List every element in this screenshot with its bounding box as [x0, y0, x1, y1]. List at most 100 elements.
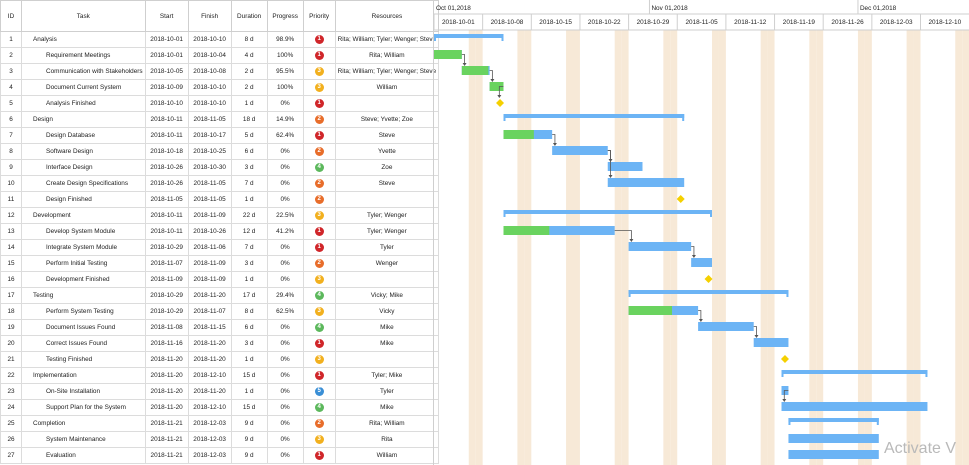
- cell-start[interactable]: 2018-10-29: [144, 239, 189, 256]
- table-row[interactable]: 18 Perform System Testing 2018-10-29 2018-1…: [0, 303, 440, 320]
- cell-start[interactable]: 2018-11-20: [144, 351, 189, 368]
- task-bar[interactable]: [788, 434, 879, 443]
- cell-task-name[interactable]: Perform Initial Testing: [21, 255, 146, 272]
- task-bar[interactable]: [552, 146, 608, 155]
- cell-task-name[interactable]: Completion: [21, 415, 146, 432]
- cell-priority[interactable]: 4: [302, 287, 336, 304]
- cell-priority[interactable]: 3: [302, 351, 336, 368]
- cell-resources[interactable]: Steve; Yvette; Zoe: [334, 111, 440, 128]
- cell-progress[interactable]: 62.4%: [266, 127, 304, 144]
- cell-resources[interactable]: Vicky: [334, 303, 440, 320]
- cell-progress[interactable]: 95.5%: [266, 63, 304, 80]
- cell-priority[interactable]: 3: [302, 303, 336, 320]
- cell-finish[interactable]: 2018-10-10: [187, 31, 232, 48]
- cell-finish[interactable]: 2018-12-10: [187, 367, 232, 384]
- cell-start[interactable]: 2018-10-18: [144, 143, 189, 160]
- milestone-marker[interactable]: [676, 195, 685, 203]
- cell-finish[interactable]: 2018-10-30: [187, 159, 232, 176]
- cell-resources[interactable]: Tyler: [334, 239, 440, 256]
- cell-task-name[interactable]: Support Plan for the System: [21, 399, 146, 416]
- col-header-duration[interactable]: Duration: [230, 0, 268, 32]
- cell-finish[interactable]: 2018-11-05: [187, 175, 232, 192]
- cell-id[interactable]: 10: [0, 175, 22, 192]
- cell-task-name[interactable]: Analysis Finished: [21, 95, 146, 112]
- cell-progress[interactable]: 98.9%: [266, 31, 304, 48]
- cell-duration[interactable]: 9 d: [230, 415, 268, 432]
- cell-id[interactable]: 22: [0, 367, 22, 384]
- cell-start[interactable]: 2018-11-07: [144, 255, 189, 272]
- table-row[interactable]: 17 Testing 2018-10-29 2018-11-20 17 d 29.4% 4 V…: [0, 287, 440, 304]
- table-row[interactable]: 13 Develop System Module 2018-10-11 2018-10…: [0, 223, 440, 240]
- cell-task-name[interactable]: System Maintenance: [21, 431, 146, 448]
- col-header-task[interactable]: Task: [21, 0, 146, 32]
- cell-task-name[interactable]: Testing Finished: [21, 351, 146, 368]
- cell-progress[interactable]: 0%: [266, 271, 304, 288]
- cell-duration[interactable]: 8 d: [230, 31, 268, 48]
- cell-task-name[interactable]: Document Current System: [21, 79, 146, 96]
- cell-progress[interactable]: 0%: [266, 159, 304, 176]
- cell-progress[interactable]: 0%: [266, 335, 304, 352]
- cell-id[interactable]: 11: [0, 191, 22, 208]
- cell-resources[interactable]: Mike: [334, 399, 440, 416]
- cell-duration[interactable]: 7 d: [230, 239, 268, 256]
- cell-task-name[interactable]: Analysis: [21, 31, 146, 48]
- table-row[interactable]: 16 Development Finished 2018-11-09 2018-11-…: [0, 271, 440, 288]
- cell-id[interactable]: 2: [0, 47, 22, 64]
- cell-progress[interactable]: 62.5%: [266, 303, 304, 320]
- cell-duration[interactable]: 3 d: [230, 159, 268, 176]
- cell-resources[interactable]: Rita; William; Tyler; Wenger; Steve: [334, 31, 440, 48]
- cell-start[interactable]: 2018-10-05: [144, 63, 189, 80]
- summary-bar[interactable]: [503, 114, 685, 118]
- cell-duration[interactable]: 15 d: [230, 399, 268, 416]
- col-header-priority[interactable]: Priority: [302, 0, 336, 32]
- cell-priority[interactable]: 3: [302, 271, 336, 288]
- cell-start[interactable]: 2018-10-11: [144, 111, 189, 128]
- cell-task-name[interactable]: Correct Issues Found: [21, 335, 146, 352]
- table-row[interactable]: 26 System Maintenance 2018-11-21 2018-12-03…: [0, 431, 440, 448]
- cell-duration[interactable]: 4 d: [230, 47, 268, 64]
- cell-progress[interactable]: 0%: [266, 255, 304, 272]
- cell-priority[interactable]: 1: [302, 239, 336, 256]
- cell-id[interactable]: 25: [0, 415, 22, 432]
- cell-task-name[interactable]: Communication with Stakeholders: [21, 63, 146, 80]
- cell-finish[interactable]: 2018-10-25: [187, 143, 232, 160]
- col-header-finish[interactable]: Finish: [187, 0, 232, 32]
- task-bar[interactable]: [628, 242, 692, 251]
- task-bar[interactable]: [503, 226, 615, 235]
- table-row[interactable]: 9 Interface Design 2018-10-26 2018-10-30 3 d…: [0, 159, 440, 176]
- cell-resources[interactable]: Tyler: [334, 383, 440, 400]
- cell-priority[interactable]: 1: [302, 31, 336, 48]
- cell-task-name[interactable]: Develop System Module: [21, 223, 146, 240]
- col-header-resources[interactable]: Resources: [334, 0, 440, 32]
- cell-task-name[interactable]: Interface Design: [21, 159, 146, 176]
- table-row[interactable]: 5 Analysis Finished 2018-10-10 2018-10-10 1 …: [0, 95, 440, 112]
- cell-duration[interactable]: 1 d: [230, 191, 268, 208]
- cell-resources[interactable]: [334, 95, 440, 112]
- cell-finish[interactable]: 2018-11-05: [187, 111, 232, 128]
- cell-duration[interactable]: 8 d: [230, 303, 268, 320]
- table-row[interactable]: 10 Create Design Specifications 2018-10-26…: [0, 175, 440, 192]
- cell-id[interactable]: 19: [0, 319, 22, 336]
- cell-progress[interactable]: 0%: [266, 319, 304, 336]
- task-bar[interactable]: [788, 450, 879, 459]
- summary-bar[interactable]: [503, 210, 713, 214]
- task-bar[interactable]: [691, 258, 712, 267]
- cell-id[interactable]: 6: [0, 111, 22, 128]
- cell-task-name[interactable]: Document Issues Found: [21, 319, 146, 336]
- cell-priority[interactable]: 3: [302, 207, 336, 224]
- cell-task-name[interactable]: Design Finished: [21, 191, 146, 208]
- cell-task-name[interactable]: Integrate System Module: [21, 239, 146, 256]
- cell-id[interactable]: 1: [0, 31, 22, 48]
- table-row[interactable]: 25 Completion 2018-11-21 2018-12-03 9 d 0% 2 Ri…: [0, 415, 440, 432]
- cell-finish[interactable]: 2018-11-06: [187, 239, 232, 256]
- cell-task-name[interactable]: Design Database: [21, 127, 146, 144]
- cell-start[interactable]: 2018-11-21: [144, 415, 189, 432]
- cell-finish[interactable]: 2018-11-20: [187, 287, 232, 304]
- cell-id[interactable]: 13: [0, 223, 22, 240]
- summary-bar[interactable]: [628, 290, 789, 294]
- table-row[interactable]: 24 Support Plan for the System 2018-11-20 2…: [0, 399, 440, 416]
- cell-finish[interactable]: 2018-11-09: [187, 271, 232, 288]
- cell-priority[interactable]: 2: [302, 415, 336, 432]
- cell-finish[interactable]: 2018-12-03: [187, 431, 232, 448]
